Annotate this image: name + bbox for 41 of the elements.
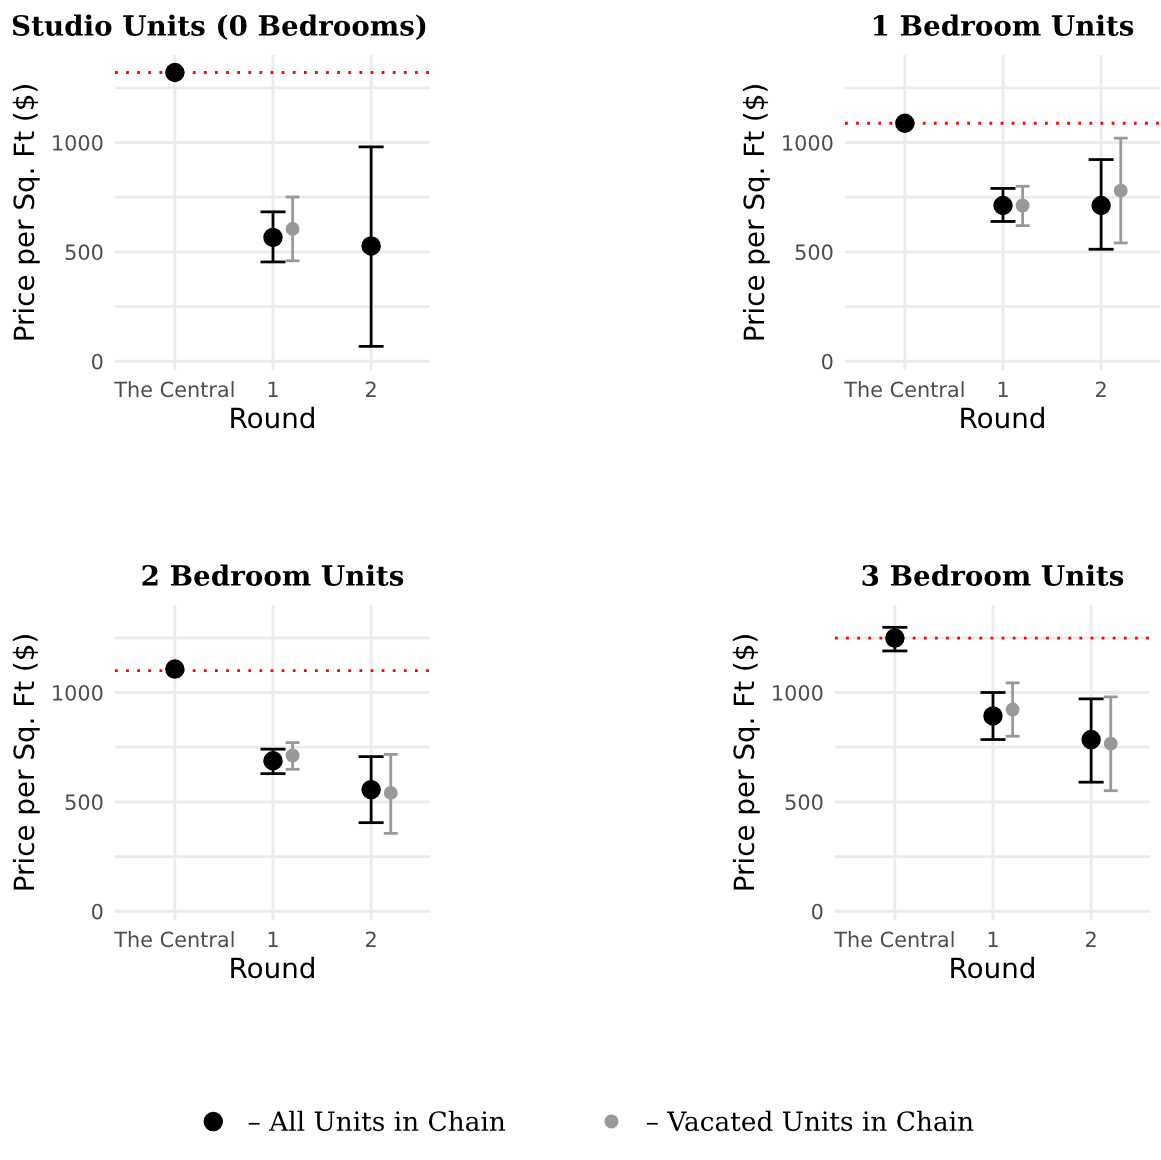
x-tick-label: The Central [114, 931, 234, 948]
legend-label: – All Units in Chain [248, 1110, 506, 1132]
y-tick-label: 1000 [53, 134, 103, 151]
x-tick-label: 1 [988, 931, 998, 947]
y-axis-title: Price per Sq. Ft ($) [742, 85, 770, 340]
y-tick-label: 500 [785, 794, 823, 811]
y-axis-title: Price per Sq. Ft ($) [732, 635, 760, 890]
chart-title: Studio Units (0 Bedrooms) [12, 14, 426, 40]
y-tick-label: 0 [822, 353, 833, 370]
y-tick-label: 0 [92, 903, 103, 920]
y-tick-label: 500 [795, 244, 833, 261]
legend-label: – Vacated Units in Chain [646, 1110, 974, 1132]
y-tick-label: 500 [65, 244, 103, 261]
x-tick-label: The Central [844, 381, 964, 398]
x-tick-label: 2 [1086, 931, 1096, 947]
x-axis-title: Round [231, 956, 314, 979]
x-axis-title: Round [961, 406, 1044, 429]
chart-title: 3 Bedroom Units [862, 564, 1124, 586]
x-tick-label: 1 [268, 931, 278, 947]
x-tick-label: The Central [834, 931, 954, 948]
x-axis-title: Round [231, 406, 314, 429]
y-tick-label: 0 [92, 353, 103, 370]
point [165, 62, 185, 83]
x-tick-label: 1 [268, 381, 278, 397]
y-tick-label: 0 [812, 903, 823, 920]
y-axis-title: Price per Sq. Ft ($) [12, 635, 40, 890]
chart-title: 2 Bedroom Units [142, 564, 404, 586]
y-tick-label: 1000 [53, 684, 103, 701]
y-tick-label: 1000 [783, 134, 833, 151]
y-axis-title: Price per Sq. Ft ($) [12, 85, 40, 340]
point [361, 236, 381, 256]
x-tick-label: 2 [366, 931, 376, 947]
x-tick-label: The Central [114, 381, 234, 398]
x-tick-label: 2 [1096, 381, 1106, 397]
x-tick-label: 1 [998, 381, 1008, 397]
x-tick-label: 2 [366, 381, 376, 397]
chart-title: 1 Bedroom Units [874, 14, 1134, 36]
y-tick-label: 1000 [773, 684, 823, 701]
y-tick-label: 500 [65, 794, 103, 811]
point [263, 227, 283, 248]
x-axis-title: Round [951, 956, 1034, 979]
